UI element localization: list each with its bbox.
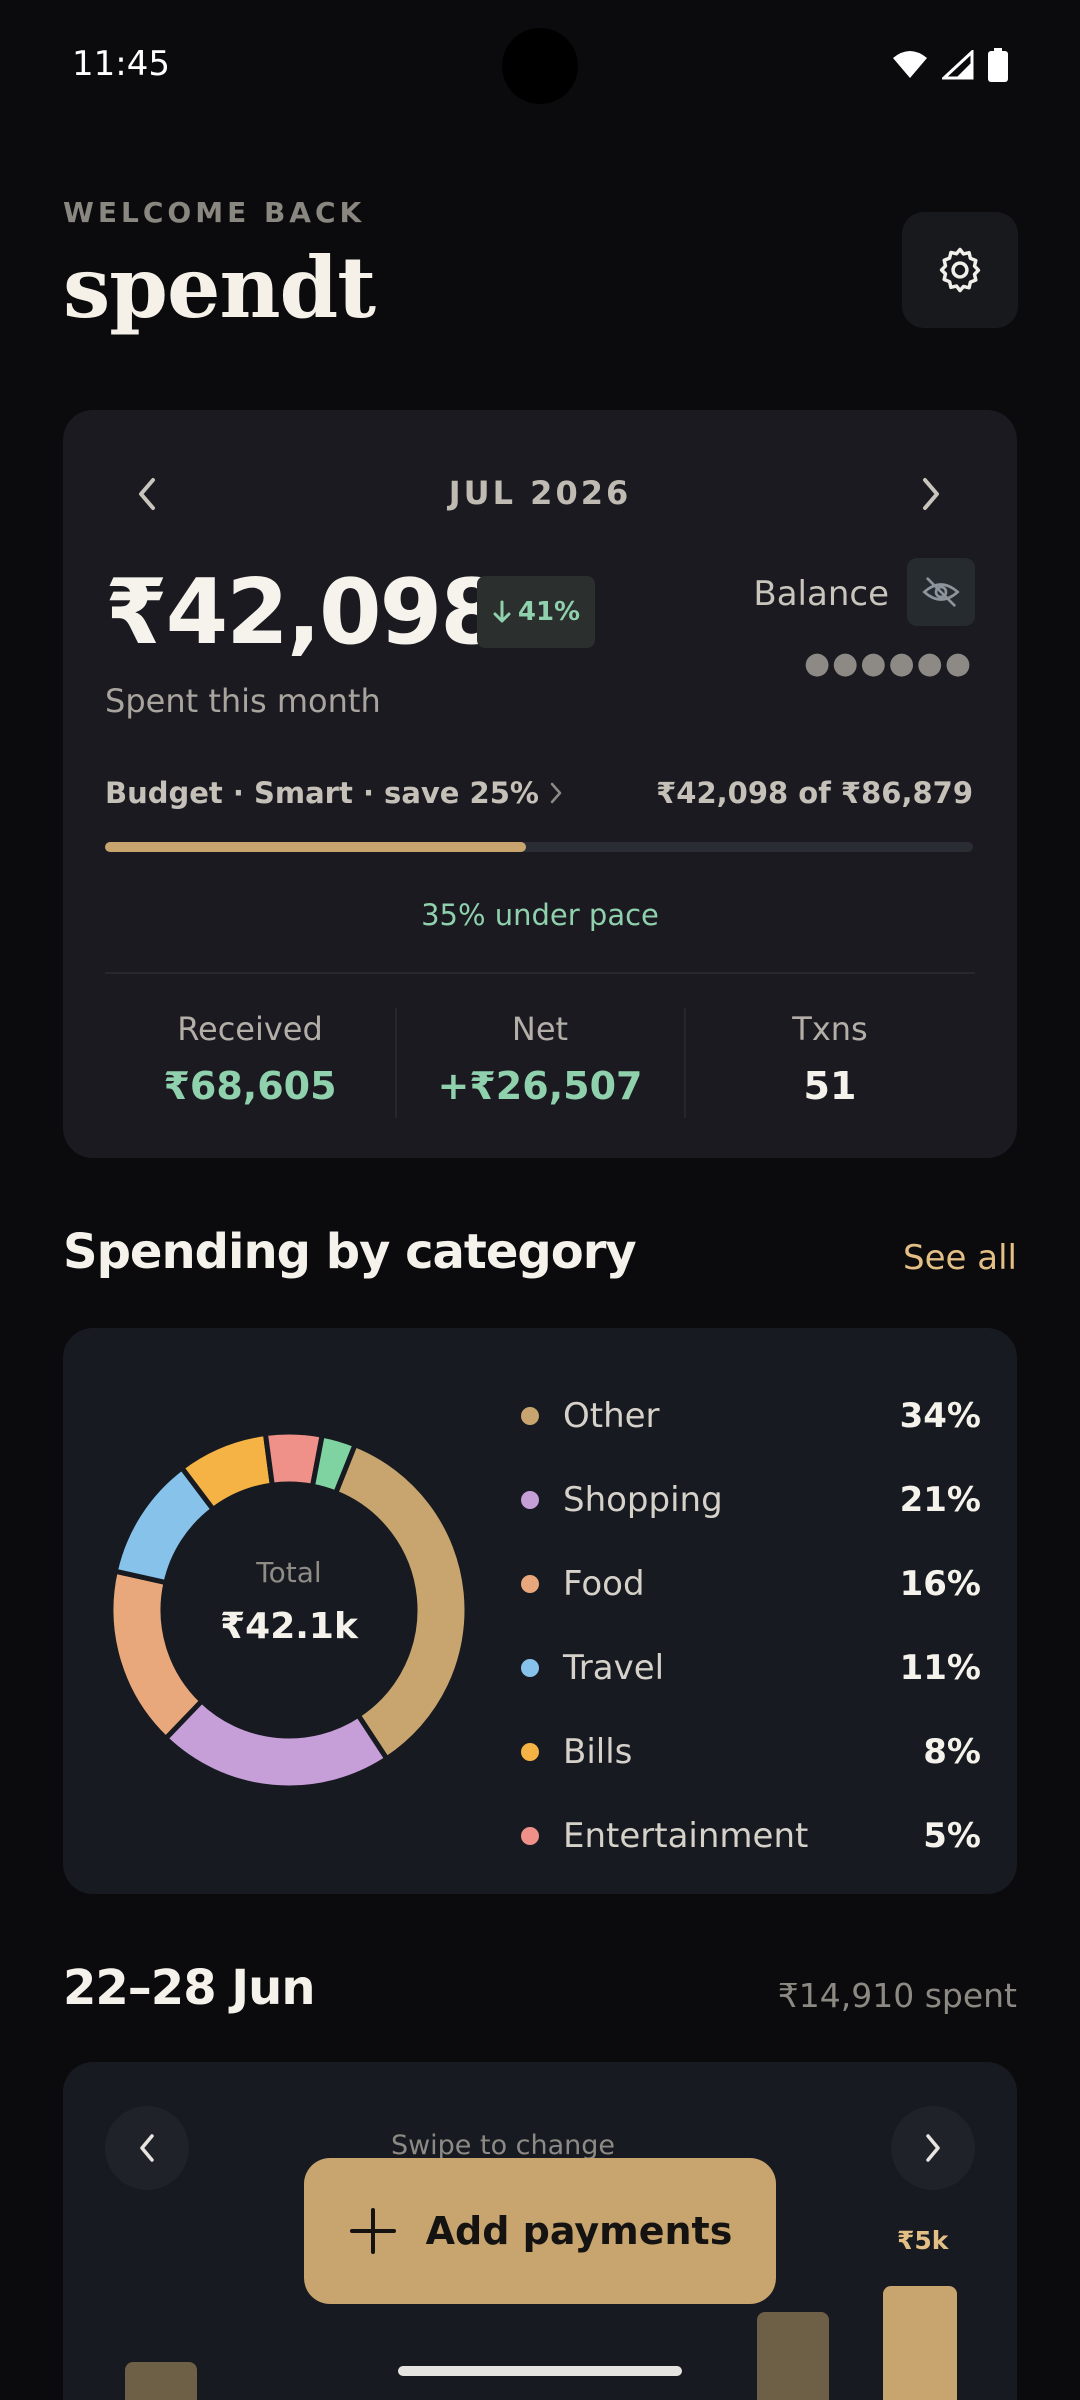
chevron-right-icon [923, 478, 939, 510]
chevron-right-icon [550, 782, 562, 804]
legend-pct: 5% [923, 1816, 981, 1856]
legend-pct: 34% [899, 1396, 981, 1436]
battery-icon [988, 48, 1008, 82]
legend-pct: 8% [923, 1732, 981, 1772]
spent-label: Spent this month [105, 682, 381, 720]
legend-dot [521, 1491, 539, 1509]
stat-label: Received [177, 1010, 323, 1048]
camera-cutout [502, 28, 578, 104]
pace-label: 35% under pace [421, 898, 659, 932]
eye-off-icon [922, 577, 960, 607]
budget-amount: ₹42,098 of ₹86,879 [656, 776, 973, 810]
legend-name: Entertainment [563, 1816, 809, 1856]
spend-change-value: 41% [517, 597, 581, 627]
legend-name: Bills [563, 1732, 633, 1772]
day-bar[interactable] [757, 2312, 829, 2400]
see-all-link[interactable]: See all [903, 1238, 1017, 1278]
monthly-summary-card: JUL 2026 ₹42,098 41% Spent this month Ba… [63, 410, 1017, 1158]
next-month-button[interactable] [901, 464, 961, 524]
chevron-right-icon [926, 2134, 940, 2162]
legend-item-food[interactable]: Food 16% [513, 1542, 981, 1626]
plus-icon [349, 2208, 396, 2254]
legend-pct: 16% [899, 1564, 981, 1604]
legend-dot [521, 1743, 539, 1761]
legend-dot [521, 1827, 539, 1845]
donut-total-value: ₹42.1k [220, 1606, 359, 1647]
stat-txns: Txns 51 [685, 1010, 975, 1108]
balance-hidden-value: ●●●●●● [803, 646, 973, 681]
stat-label: Net [511, 1010, 569, 1048]
legend-pct: 11% [899, 1648, 981, 1688]
balance-label: Balance [753, 574, 889, 614]
stat-value: ₹68,605 [163, 1064, 337, 1108]
status-icons [892, 48, 1008, 82]
donut-slice-food[interactable] [108, 1568, 206, 1742]
peak-bar-label: ₹5k [897, 2226, 949, 2255]
toggle-balance-button[interactable] [907, 558, 975, 626]
legend-name: Food [563, 1564, 645, 1604]
stat-value: 51 [803, 1064, 857, 1108]
budget-label: Budget · Smart · save 25% [105, 776, 539, 810]
legend-name: Shopping [563, 1480, 723, 1520]
legend-dot [521, 1659, 539, 1677]
legend-name: Other [563, 1396, 660, 1436]
stat-value: +₹26,507 [437, 1064, 643, 1108]
day-bar-peak[interactable] [883, 2286, 957, 2400]
week-section-title: 22–28 Jun [63, 1960, 316, 2016]
legend-item-shopping[interactable]: Shopping 21% [513, 1458, 981, 1542]
gear-icon [939, 247, 981, 293]
swipe-hint: Swipe to change [390, 2130, 616, 2161]
stat-label: Txns [792, 1010, 868, 1048]
budget-link[interactable]: Budget · Smart · save 25% [105, 776, 563, 810]
legend-item-bills[interactable]: Bills 8% [513, 1710, 981, 1794]
budget-progress-fill [105, 842, 526, 852]
legend-dot [521, 1575, 539, 1593]
spent-amount: ₹42,098 [105, 560, 503, 665]
donut-slice-shopping[interactable] [162, 1697, 391, 1791]
settings-button[interactable] [902, 212, 1018, 328]
prev-week-button[interactable] [105, 2106, 189, 2190]
day-bar[interactable] [125, 2362, 197, 2400]
donut-total-label: Total [255, 1556, 321, 1589]
spend-change-badge: 41% [477, 576, 595, 648]
divider [105, 972, 975, 974]
welcome-label: WELCOME BACK [63, 196, 366, 229]
month-label: JUL 2026 [448, 474, 632, 512]
signal-icon [942, 50, 974, 80]
stat-separator [684, 1008, 686, 1118]
category-legend: Other 34% Shopping 21% Food 16% Travel 1… [513, 1374, 981, 1878]
donut-slice-misc[interactable] [309, 1432, 359, 1497]
chevron-left-icon [140, 2134, 154, 2162]
week-spent-total: ₹14,910 spent [777, 1976, 1017, 2015]
app-title: spendt [63, 238, 376, 337]
stat-net: Net +₹26,507 [395, 1010, 685, 1108]
add-payments-label: Add payments [425, 2209, 733, 2253]
legend-item-travel[interactable]: Travel 11% [513, 1626, 981, 1710]
legend-item-other[interactable]: Other 34% [513, 1374, 981, 1458]
legend-dot [521, 1407, 539, 1425]
chevron-left-icon [139, 478, 155, 510]
wifi-icon [893, 51, 927, 78]
add-payments-button[interactable]: Add payments [304, 2158, 776, 2304]
budget-progress-bar [105, 842, 973, 852]
next-week-button[interactable] [891, 2106, 975, 2190]
category-section-title: Spending by category [63, 1224, 637, 1280]
prev-month-button[interactable] [117, 464, 177, 524]
donut-slice-other[interactable] [332, 1441, 470, 1763]
category-donut-chart[interactable]: Total ₹42.1k [103, 1424, 475, 1796]
arrow-down-icon [493, 600, 511, 623]
stat-separator [395, 1008, 397, 1118]
legend-pct: 21% [899, 1480, 981, 1520]
legend-item-entertainment[interactable]: Entertainment 5% [513, 1794, 981, 1878]
stat-received: Received ₹68,605 [105, 1010, 395, 1108]
category-card: Total ₹42.1k Other 34% Shopping 21% Food… [63, 1328, 1017, 1894]
status-time: 11:45 [72, 44, 170, 84]
home-indicator[interactable] [398, 2366, 682, 2376]
legend-name: Travel [563, 1648, 665, 1688]
